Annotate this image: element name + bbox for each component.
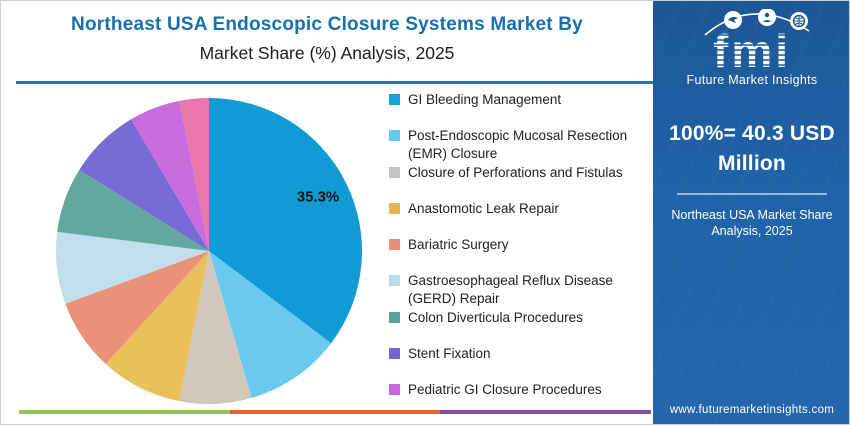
pie-slice-8 [79, 119, 209, 251]
legend-swatch-icon [389, 348, 400, 359]
person-icon [764, 12, 770, 18]
website-link[interactable]: www.futuremarketinsights.com [669, 404, 835, 416]
pie-slice-2 [209, 251, 332, 398]
legend-swatch-icon [389, 167, 400, 178]
page-title-line2: Market Share (%) Analysis, 2025 [199, 43, 455, 63]
page-title-line1: Northeast USA Endoscopic Closure Systems… [71, 14, 583, 35]
pie-chart-svg [56, 98, 362, 404]
legend-item-gi-bleeding: GI Bleeding Management [389, 91, 651, 109]
pie-data-label: 35.3% [296, 188, 340, 206]
legend-item-label: Post-Endoscopic Mucosal Resection (EMR) … [408, 128, 628, 161]
legend-swatch-icon [389, 275, 400, 286]
legend-item-label: Colon Diverticula Procedures [408, 310, 583, 325]
legend-item-anastomotic-leak: Anastomotic Leak Repair [389, 200, 651, 218]
legend-item-bariatric-surgery: Bariatric Surgery [389, 236, 651, 254]
dove-icon [728, 16, 738, 23]
fmi-logo-orbit-icons [704, 9, 810, 36]
legend-item-label: Gastroesophageal Reflux Disease (GERD) R… [408, 273, 613, 306]
legend-item-colon-diverticula: Colon Diverticula Procedures [389, 309, 651, 327]
legend-item-label: Anastomotic Leak Repair [408, 201, 559, 216]
legend-item-gerd-repair: Gastroesophageal Reflux Disease (GERD) R… [389, 272, 651, 308]
legend-item-label: GI Bleeding Management [408, 92, 562, 107]
pie-slice-3 [179, 251, 252, 404]
sidebar-divider [677, 193, 827, 195]
legend-swatch-icon [389, 203, 400, 214]
pie-slice-5 [65, 251, 210, 364]
accent-segment-green [19, 410, 230, 414]
sidebar-subheadline: Northeast USA Market Share Analysis, 202… [671, 208, 833, 238]
market-size-headline: 100%= 40.3 USD Million [669, 122, 835, 175]
legend-swatch-icon [389, 312, 400, 323]
accent-segment-orange [229, 410, 441, 414]
fmi-logo-subtitle: Future Market Insights [686, 73, 818, 87]
legend-swatch-icon [389, 239, 400, 250]
accent-segment-purple [440, 410, 652, 414]
legend-item-perforations-fistulas: Closure of Perforations and Fistulas [389, 164, 651, 182]
pie-slice-10 [179, 98, 209, 251]
fmi-logo-text: fmi [653, 28, 849, 74]
pie-slice-4 [105, 251, 209, 402]
legend-item-label: Stent Fixation [408, 346, 491, 361]
title-underline [16, 81, 653, 84]
legend-item-label: Closure of Perforations and Fistulas [408, 165, 623, 180]
legend-item-label: Pediatric GI Closure Procedures [408, 382, 602, 397]
legend-item-pediatric-gi: Pediatric GI Closure Procedures [389, 381, 651, 399]
pie-slice-9 [131, 100, 209, 251]
legend-item-stent-fixation: Stent Fixation [389, 345, 651, 363]
legend-swatch-icon [389, 94, 400, 105]
legend-swatch-icon [389, 384, 400, 395]
chart-legend: GI Bleeding Management Post-Endoscopic M… [389, 91, 651, 399]
pie-slice-6 [56, 231, 209, 304]
legend-item-label: Bariatric Surgery [408, 237, 509, 252]
legend-item-emr-closure: Post-Endoscopic Mucosal Resection (EMR) … [389, 127, 651, 163]
pie-slice-7 [57, 169, 210, 251]
fmi-logo: fmi Future Market Insights [653, 9, 849, 87]
pie-chart: 35.3% [56, 98, 362, 404]
bottom-accent-bar [19, 410, 652, 414]
pie-slice-1 [209, 98, 362, 344]
header: Northeast USA Endoscopic Closure Systems… [1, 1, 653, 64]
legend-swatch-icon [389, 130, 400, 141]
brand-sidebar: fmi Future Market Insights 100%= 40.3 US… [653, 1, 849, 424]
